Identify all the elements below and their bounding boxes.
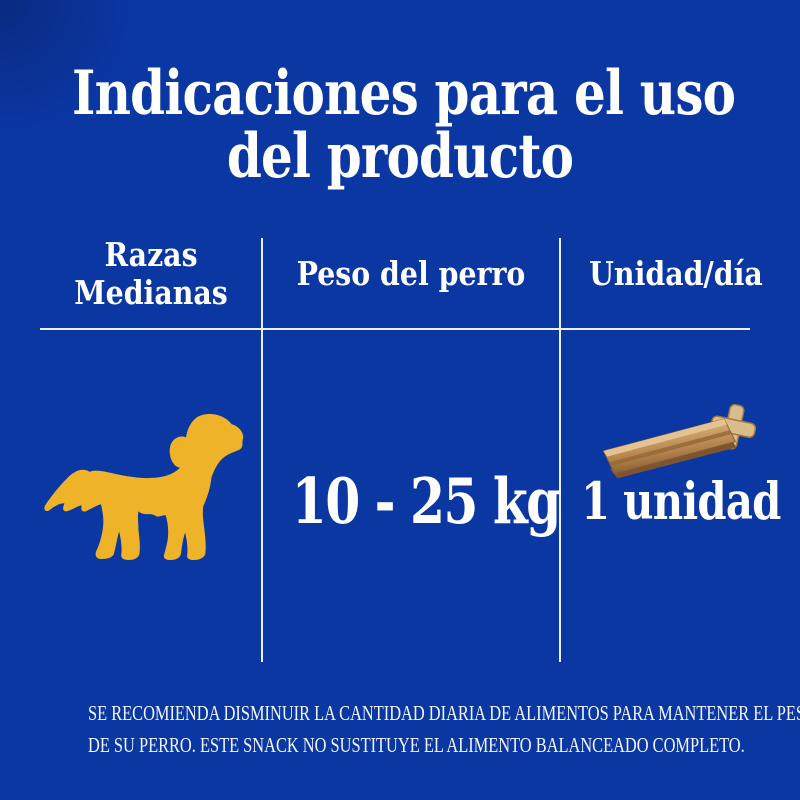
- page-title-line-1: Indicaciones para el uso: [72, 58, 736, 129]
- disclaimer-line-2: DE SU PERRO. ESTE SNACK NO SUSTITUYE EL …: [88, 732, 745, 757]
- col-header-peso-label: Peso del perro: [296, 254, 526, 293]
- weight-value: 10 - 25 kg: [291, 464, 562, 538]
- table-divider-vertical-2: [559, 238, 561, 662]
- page-title: Indicaciones para el uso del producto: [0, 62, 800, 189]
- page-title-line-2: del producto: [226, 121, 574, 193]
- unit-cell: 1 unidad: [560, 477, 795, 528]
- unit-value: 1 unidad: [581, 472, 781, 532]
- weight-cell: 10 - 25 kg: [262, 464, 562, 538]
- dental-stick-icon: [602, 403, 757, 479]
- col-header-razas-medianas: Razas Medianas: [40, 236, 262, 311]
- medium-dog-icon: [44, 414, 244, 560]
- col-header-razas-line-2: Medianas: [74, 272, 228, 312]
- disclaimer-line-1: SE RECOMIENDA DISMINUIR LA CANTIDAD DIAR…: [88, 701, 800, 725]
- medium-dog-cell: [42, 408, 247, 560]
- col-header-unidad-dia: Unidad/día: [560, 255, 792, 293]
- dental-stick-cell: [585, 396, 765, 491]
- table-divider-vertical-1: [261, 238, 263, 662]
- table-divider-horizontal: [40, 328, 750, 330]
- col-header-razas-line-1: Razas: [104, 235, 198, 274]
- col-header-unidad-label: Unidad/día: [589, 254, 763, 293]
- disclaimer: SE RECOMIENDA DISMINUIR LA CANTIDAD DIAR…: [0, 698, 800, 762]
- col-header-peso-del-perro: Peso del perro: [262, 255, 560, 293]
